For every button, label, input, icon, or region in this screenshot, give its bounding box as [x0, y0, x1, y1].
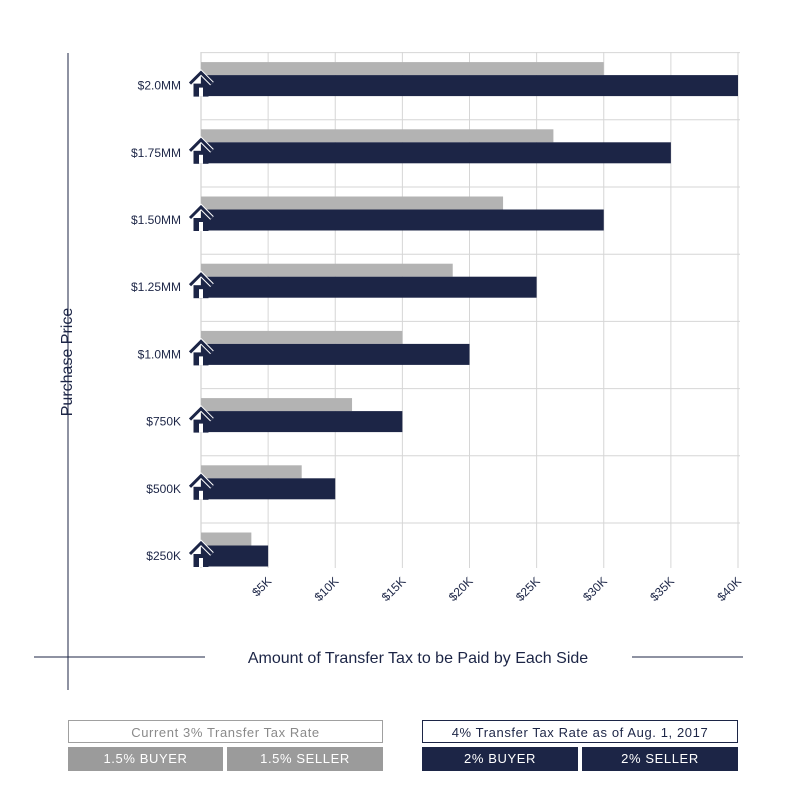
bar-new-rate: [201, 142, 671, 164]
y-tick-label: $1.50MM: [131, 213, 181, 227]
bar-new-rate: [201, 478, 336, 500]
bar-new-rate: [201, 75, 738, 97]
y-tick-label: $250K: [146, 549, 181, 563]
legend-current: Current 3% Transfer Tax Rate 1.5% BUYER …: [68, 720, 383, 772]
legend-current-buyer: 1.5% BUYER: [68, 747, 223, 771]
legend-new-buyer: 2% BUYER: [422, 747, 578, 771]
house-icon: [188, 270, 214, 299]
y-tick-label: $750K: [146, 415, 181, 429]
bar-current-rate: [201, 330, 403, 344]
house-icon: [188, 405, 214, 433]
house-icons: [188, 69, 214, 567]
bar-current-rate: [201, 398, 353, 412]
y-tick-labels: $250K $500K $750K $1.0MM $1.25MM $1.50MM $1.75…: [131, 79, 181, 563]
y-axis-title: Purchase Price: [59, 308, 76, 417]
y-tick-label: $2.0MM: [138, 79, 181, 93]
legend-new: 4% Transfer Tax Rate as of Aug. 1, 2017 …: [422, 720, 738, 772]
house-icon: [188, 539, 214, 567]
x-tick-label: $30K: [580, 574, 610, 604]
x-tick-label: $20K: [446, 574, 476, 604]
bar-new-rate: [201, 209, 604, 231]
legend-new-seller: 2% SELLER: [582, 747, 738, 771]
bar-current-rate: [201, 465, 302, 479]
bar-new-rate: [201, 411, 403, 433]
y-tick-label: $1.75MM: [131, 146, 181, 160]
house-icon: [188, 203, 214, 231]
x-tick-label: $25K: [513, 574, 543, 604]
bar-new-rate: [201, 343, 470, 365]
bar-current-rate: [201, 532, 252, 546]
house-icon: [188, 472, 214, 500]
bar-current-rate: [201, 196, 504, 210]
x-axis-title: Amount of Transfer Tax to be Paid by Eac…: [248, 650, 588, 667]
bar-current-rate: [201, 62, 604, 76]
legend-current-seller: 1.5% SELLER: [227, 747, 383, 771]
x-tick-label: $35K: [647, 574, 677, 604]
x-tick-labels: $5K $10K $15K $20K $25K $30K $35K $40K: [249, 574, 744, 604]
y-tick-label: $1.25MM: [131, 280, 181, 294]
house-icon: [188, 337, 214, 366]
bar-current-rate: [201, 263, 453, 277]
x-tick-label: $15K: [379, 574, 409, 604]
bar-new-rate: [201, 276, 537, 298]
house-icon: [188, 136, 214, 164]
y-tick-label: $500K: [146, 482, 181, 496]
bar-new-rate: [201, 545, 269, 567]
y-tick-label: $1.0MM: [138, 347, 181, 361]
legend-new-title: 4% Transfer Tax Rate as of Aug. 1, 2017: [422, 720, 738, 743]
x-tick-label: $10K: [312, 574, 342, 604]
house-icon: [188, 69, 214, 97]
legend-current-title: Current 3% Transfer Tax Rate: [68, 720, 383, 743]
bar-current-rate: [201, 129, 554, 143]
x-tick-label: $40K: [714, 574, 744, 604]
x-tick-label: $5K: [249, 574, 274, 599]
bars: [201, 62, 738, 567]
